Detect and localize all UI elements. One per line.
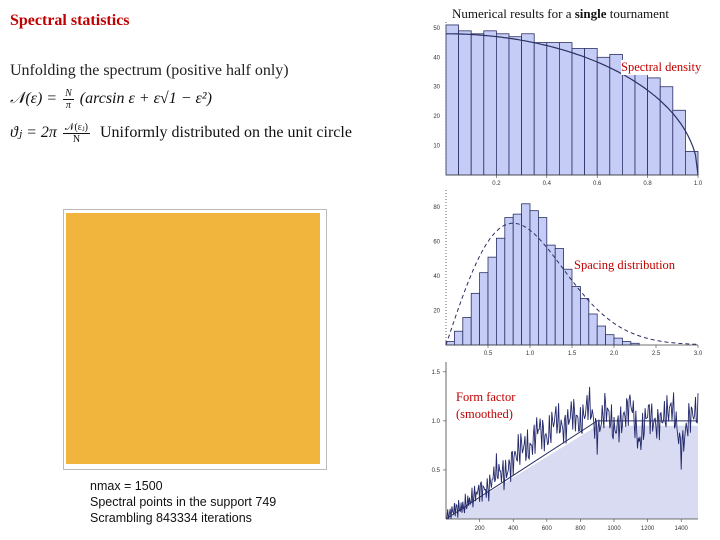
histogram-bar [596, 56, 611, 176]
x-tick-label: 0.5 [484, 351, 493, 357]
info-scrambling: Scrambling 843334 iterations [90, 511, 252, 525]
histogram-bar [521, 33, 535, 176]
histogram-bar [563, 268, 573, 346]
x-tick-label: 1.5 [568, 351, 577, 357]
x-tick-label: 0.8 [643, 181, 652, 187]
spectral-density-label: Spectral density [621, 60, 702, 75]
x-tick-label: 200 [475, 526, 486, 532]
unit-circle-texture [66, 213, 320, 464]
histogram-bar [470, 33, 485, 176]
histogram-bar [462, 317, 472, 346]
histogram-bar [546, 42, 560, 176]
histogram-bar [504, 217, 514, 346]
histogram-bar [538, 217, 548, 346]
histogram-bar [512, 213, 523, 346]
histogram-bar [554, 248, 565, 346]
form-factor-line [446, 386, 699, 520]
x-tick-label: 1.0 [694, 181, 703, 187]
x-tick-label: 0.6 [593, 181, 602, 187]
histogram-bar [571, 286, 581, 346]
y-tick-label: 1.5 [432, 370, 441, 376]
formula1-lhs: 𝒩(ε) = [10, 90, 58, 108]
x-tick-label: 1200 [641, 526, 655, 532]
angle-formula: ϑⱼ = 2π 𝒩(εⱼ) N Uniformly distributed on … [10, 122, 352, 145]
histogram-bar [613, 337, 623, 346]
spectral-density-chart: 0.2 0.4 0.6 0.8 1.0 10 20 30 40 50 [433, 22, 703, 187]
form-factor-theory [445, 420, 698, 520]
histogram-bar [580, 298, 590, 346]
histogram-bar [479, 272, 489, 346]
formula1-rhs: (arcsin ε + ε√1 − ε²) [79, 90, 212, 108]
histogram-bar [470, 292, 481, 346]
x-tick-label: 1.0 [526, 351, 535, 357]
histogram-bar [559, 42, 573, 176]
formula2-text: Uniformly distributed on the unit circle [99, 124, 352, 142]
y-tick-label: 1.0 [432, 419, 441, 425]
y-tick-label: 60 [433, 240, 440, 246]
x-tick-label: 800 [575, 526, 586, 532]
caption-suffix: tournament [609, 6, 669, 21]
y-tick-label: 0.5 [432, 468, 441, 474]
form-factor-label: Form factor (smoothed) [456, 390, 516, 421]
y-tick-label: 10 [433, 144, 440, 150]
formula2-lhs: ϑⱼ = 2π [10, 124, 57, 142]
slide-title: Spectral statistics [10, 12, 130, 29]
histogram-bar [672, 109, 686, 176]
histogram-bar [546, 244, 556, 346]
form-factor-area [446, 425, 698, 519]
spacing-distribution-label: Spacing distribution [574, 258, 676, 273]
x-tick-label: 2.5 [652, 351, 661, 357]
histogram-bar [521, 203, 531, 346]
histogram-bar [533, 42, 548, 176]
semicircle-curve [446, 33, 699, 176]
unfolding-heading: Unfolding the spectrum (positive half on… [10, 62, 289, 79]
x-tick-label: 2.0 [610, 351, 619, 357]
info-support: Spectral points in the support 749 [90, 495, 277, 509]
results-caption: Numerical results for a single tournamen… [452, 6, 669, 22]
formula1-num: N [63, 88, 74, 100]
histogram-bar [659, 86, 674, 176]
x-tick-label: 1400 [675, 526, 689, 532]
histogram-bar [622, 341, 632, 346]
x-tick-label: 0.2 [492, 181, 501, 187]
x-tick-label: 0.4 [543, 181, 552, 187]
histogram-bar [584, 48, 598, 176]
x-tick-label: 3.0 [694, 351, 703, 357]
histogram-bar [495, 33, 510, 176]
y-tick-label: 20 [433, 114, 440, 120]
histogram-bar [605, 334, 615, 346]
histogram-bar [453, 330, 464, 346]
form-factor-chart: 200 400 600 800 1000 1200 1400 0.5 1.0 1.5 [432, 362, 699, 532]
histogram-bar [458, 30, 472, 176]
y-tick-label: 40 [433, 55, 440, 61]
y-tick-label: 30 [433, 85, 440, 91]
histogram-bar [495, 237, 506, 346]
spacing-distribution-chart: 0.5 1.0 1.5 2.0 2.5 3.0 20 40 60 80 [433, 190, 703, 357]
formula2-fraction: 𝒩(εⱼ) N [62, 122, 90, 145]
histogram-bar [483, 30, 497, 176]
histogram-bar [508, 36, 523, 176]
y-tick-label: 40 [433, 274, 440, 280]
histogram-bar [571, 48, 586, 176]
y-tick-label: 80 [433, 205, 440, 211]
caption-bold: single [574, 6, 607, 21]
formula1-den: π [65, 100, 71, 111]
histogram-bar [445, 24, 460, 176]
simulation-info: nmax = 1500 Spectral points in the suppo… [90, 478, 276, 526]
caption-prefix: Numerical results for a [452, 6, 572, 21]
formula2-den: N [72, 134, 81, 145]
formula2-num: 𝒩(εⱼ) [62, 122, 90, 134]
histogram-bar [588, 313, 598, 346]
histogram-bar [487, 256, 497, 346]
x-tick-label: 1000 [607, 526, 621, 532]
x-tick-label: 400 [508, 526, 519, 532]
y-tick-label: 50 [433, 26, 440, 32]
y-tick-label: 20 [433, 309, 440, 315]
info-nmax: nmax = 1500 [90, 479, 163, 493]
histogram-bar [596, 325, 607, 346]
x-tick-label: 600 [542, 526, 553, 532]
